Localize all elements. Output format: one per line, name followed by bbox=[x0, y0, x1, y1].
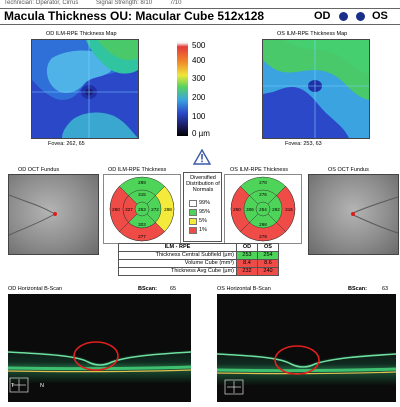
table-header-od: OD bbox=[236, 243, 258, 252]
od-sector-inner-temporal: 327 bbox=[125, 207, 133, 212]
row-od-value: 253 bbox=[236, 251, 258, 260]
od-fundus-image bbox=[8, 174, 99, 255]
od-bscan-graphic bbox=[8, 294, 191, 402]
legend-swatch-1 bbox=[189, 227, 197, 234]
od-sector-inner-nasal: 272 bbox=[151, 207, 159, 212]
os-etdrs-graphic: 278 276 254 292 315 279 298 306 260 bbox=[230, 176, 296, 242]
od-bscan-title: OD Horizontal B-Scan bbox=[8, 286, 63, 292]
report-header: Macula Thickness OU: Macular Cube 512x12… bbox=[0, 8, 400, 25]
legend-label-95: 95% bbox=[199, 209, 211, 215]
thickness-color-scale bbox=[177, 41, 188, 136]
row-os-value: 240 bbox=[257, 267, 279, 276]
od-etdrs-graphic: 289 315 253 272 298 277 303 327 260 bbox=[109, 176, 175, 242]
od-bscan-number: 65 bbox=[170, 286, 177, 292]
os-eye-icon bbox=[356, 12, 365, 21]
row-label: Thickness Central Subfield (µm) bbox=[118, 251, 237, 260]
row-os-value: 254 bbox=[257, 251, 279, 260]
od-fundus-title: OD OCT Fundus bbox=[18, 167, 60, 173]
row-od-value: 232 bbox=[236, 267, 258, 276]
table-header-row: ILM - RPE OD OS bbox=[118, 243, 279, 252]
od-sector-central: 253 bbox=[138, 207, 146, 212]
ilm-rpe-table: ILM - RPE OD OS Thickness Central Subfie… bbox=[118, 243, 279, 276]
technician-text: Technician: Operator, Cirrus bbox=[4, 0, 79, 6]
os-fundus-vessels bbox=[351, 196, 398, 234]
os-fundus-title: OS OCT Fundus bbox=[328, 167, 369, 173]
os-sector-inner-superior: 276 bbox=[259, 192, 267, 197]
legend-label-5: 5% bbox=[199, 218, 207, 224]
od-bscan-n-label: N bbox=[40, 383, 44, 389]
od-etdrs-title: OD ILM-RPE Thickness bbox=[108, 167, 167, 173]
os-bscan-label: BScan: bbox=[348, 286, 367, 292]
od-sector-outer-superior: 289 bbox=[138, 180, 146, 185]
legend-swatch-99 bbox=[189, 200, 197, 207]
os-fovea-text: Fovea: 253, 63 bbox=[285, 141, 322, 147]
os-sector-outer-temporal: 315 bbox=[285, 207, 293, 212]
od-map-title: OD ILM-RPE Thickness Map bbox=[46, 31, 117, 37]
os-sector-outer-inferior: 279 bbox=[259, 234, 267, 239]
warning-triangle-icon bbox=[192, 148, 212, 165]
os-etdrs-title: OS ILM-RPE Thickness bbox=[230, 167, 288, 173]
os-sector-inner-temporal: 292 bbox=[272, 207, 280, 212]
scale-tick-100: 100 bbox=[192, 112, 206, 121]
od-sector-inner-superior: 315 bbox=[138, 192, 146, 197]
od-bscan-t-label: T bbox=[11, 383, 15, 389]
legend-swatch-5 bbox=[189, 218, 197, 225]
signal-strength-text: Signal Strength: 8/10 bbox=[96, 0, 153, 6]
legend-swatch-95 bbox=[189, 209, 197, 216]
od-etdrs-panel: 289 315 253 272 298 277 303 327 260 bbox=[103, 174, 181, 244]
os-thickness-map bbox=[262, 39, 370, 139]
os-fundus-image bbox=[308, 174, 399, 255]
os-bscan-title: OS Horizontal B-Scan bbox=[217, 286, 271, 292]
table-header-label: ILM - RPE bbox=[118, 243, 237, 252]
distribution-legend: Diversified Distribution of Normals 99% … bbox=[183, 172, 222, 242]
os-map-graphic bbox=[263, 40, 369, 138]
scale-tick-300: 300 bbox=[192, 74, 206, 83]
os-sector-outer-superior: 278 bbox=[259, 180, 267, 185]
os-bscan-graphic bbox=[217, 294, 396, 402]
os-sector-inner-nasal: 306 bbox=[246, 207, 254, 212]
top-info-strip: Technician: Operator, Cirrus Signal Stre… bbox=[0, 0, 400, 7]
os-map-title: OS ILM-RPE Thickness Map bbox=[277, 31, 348, 37]
od-label: OD bbox=[314, 10, 331, 22]
os-sector-outer-nasal: 260 bbox=[233, 207, 241, 212]
os-label: OS bbox=[372, 10, 388, 22]
os-bscan-number: 63 bbox=[382, 286, 389, 292]
os-etdrs-panel: 278 276 254 292 315 279 298 306 260 bbox=[224, 174, 302, 244]
table-header-os: OS bbox=[257, 243, 279, 252]
os-bscan-image bbox=[217, 294, 396, 402]
od-bscan-image: T N bbox=[8, 294, 191, 402]
os-sector-central: 254 bbox=[259, 207, 267, 212]
os-sector-inner-inferior: 298 bbox=[259, 222, 267, 227]
legend-label-1: 1% bbox=[199, 227, 207, 233]
legend-label-99: 99% bbox=[199, 200, 211, 206]
scale-tick-200: 200 bbox=[192, 93, 206, 102]
od-thickness-map bbox=[31, 39, 139, 139]
table-row: Thickness Central Subfield (µm) 253 254 bbox=[118, 251, 279, 260]
row-label: Thickness Avg Cube (µm) bbox=[118, 267, 237, 276]
report-title: Macula Thickness OU: Macular Cube 512x12… bbox=[4, 9, 265, 23]
signal-strength-os-text: 7/10 bbox=[169, 0, 182, 6]
scale-tick-500: 500 bbox=[192, 41, 206, 50]
table-row: Thickness Avg Cube (µm) 232 240 bbox=[118, 267, 279, 276]
od-eye-icon bbox=[339, 12, 348, 21]
scale-tick-0: 0 µm bbox=[192, 129, 210, 138]
row-od-value: 8.4 bbox=[236, 259, 258, 268]
table-row: Volume Cube (mm³) 8.4 8.6 bbox=[118, 259, 279, 268]
distribution-legend-title: Diversified Distribution of Normals bbox=[186, 175, 220, 193]
scale-tick-400: 400 bbox=[192, 56, 206, 65]
od-map-graphic bbox=[32, 40, 138, 138]
od-sector-inner-inferior: 303 bbox=[138, 222, 146, 227]
od-sector-outer-temporal: 260 bbox=[112, 207, 120, 212]
od-fundus-vessels bbox=[9, 194, 57, 236]
od-sector-outer-inferior: 277 bbox=[138, 234, 146, 239]
row-label: Volume Cube (mm³) bbox=[118, 259, 237, 268]
od-bscan-label: BScan: bbox=[138, 286, 157, 292]
od-fovea-text: Fovea: 262, 65 bbox=[48, 141, 85, 147]
row-os-value: 8.6 bbox=[257, 259, 279, 268]
od-sector-outer-nasal: 298 bbox=[164, 207, 172, 212]
